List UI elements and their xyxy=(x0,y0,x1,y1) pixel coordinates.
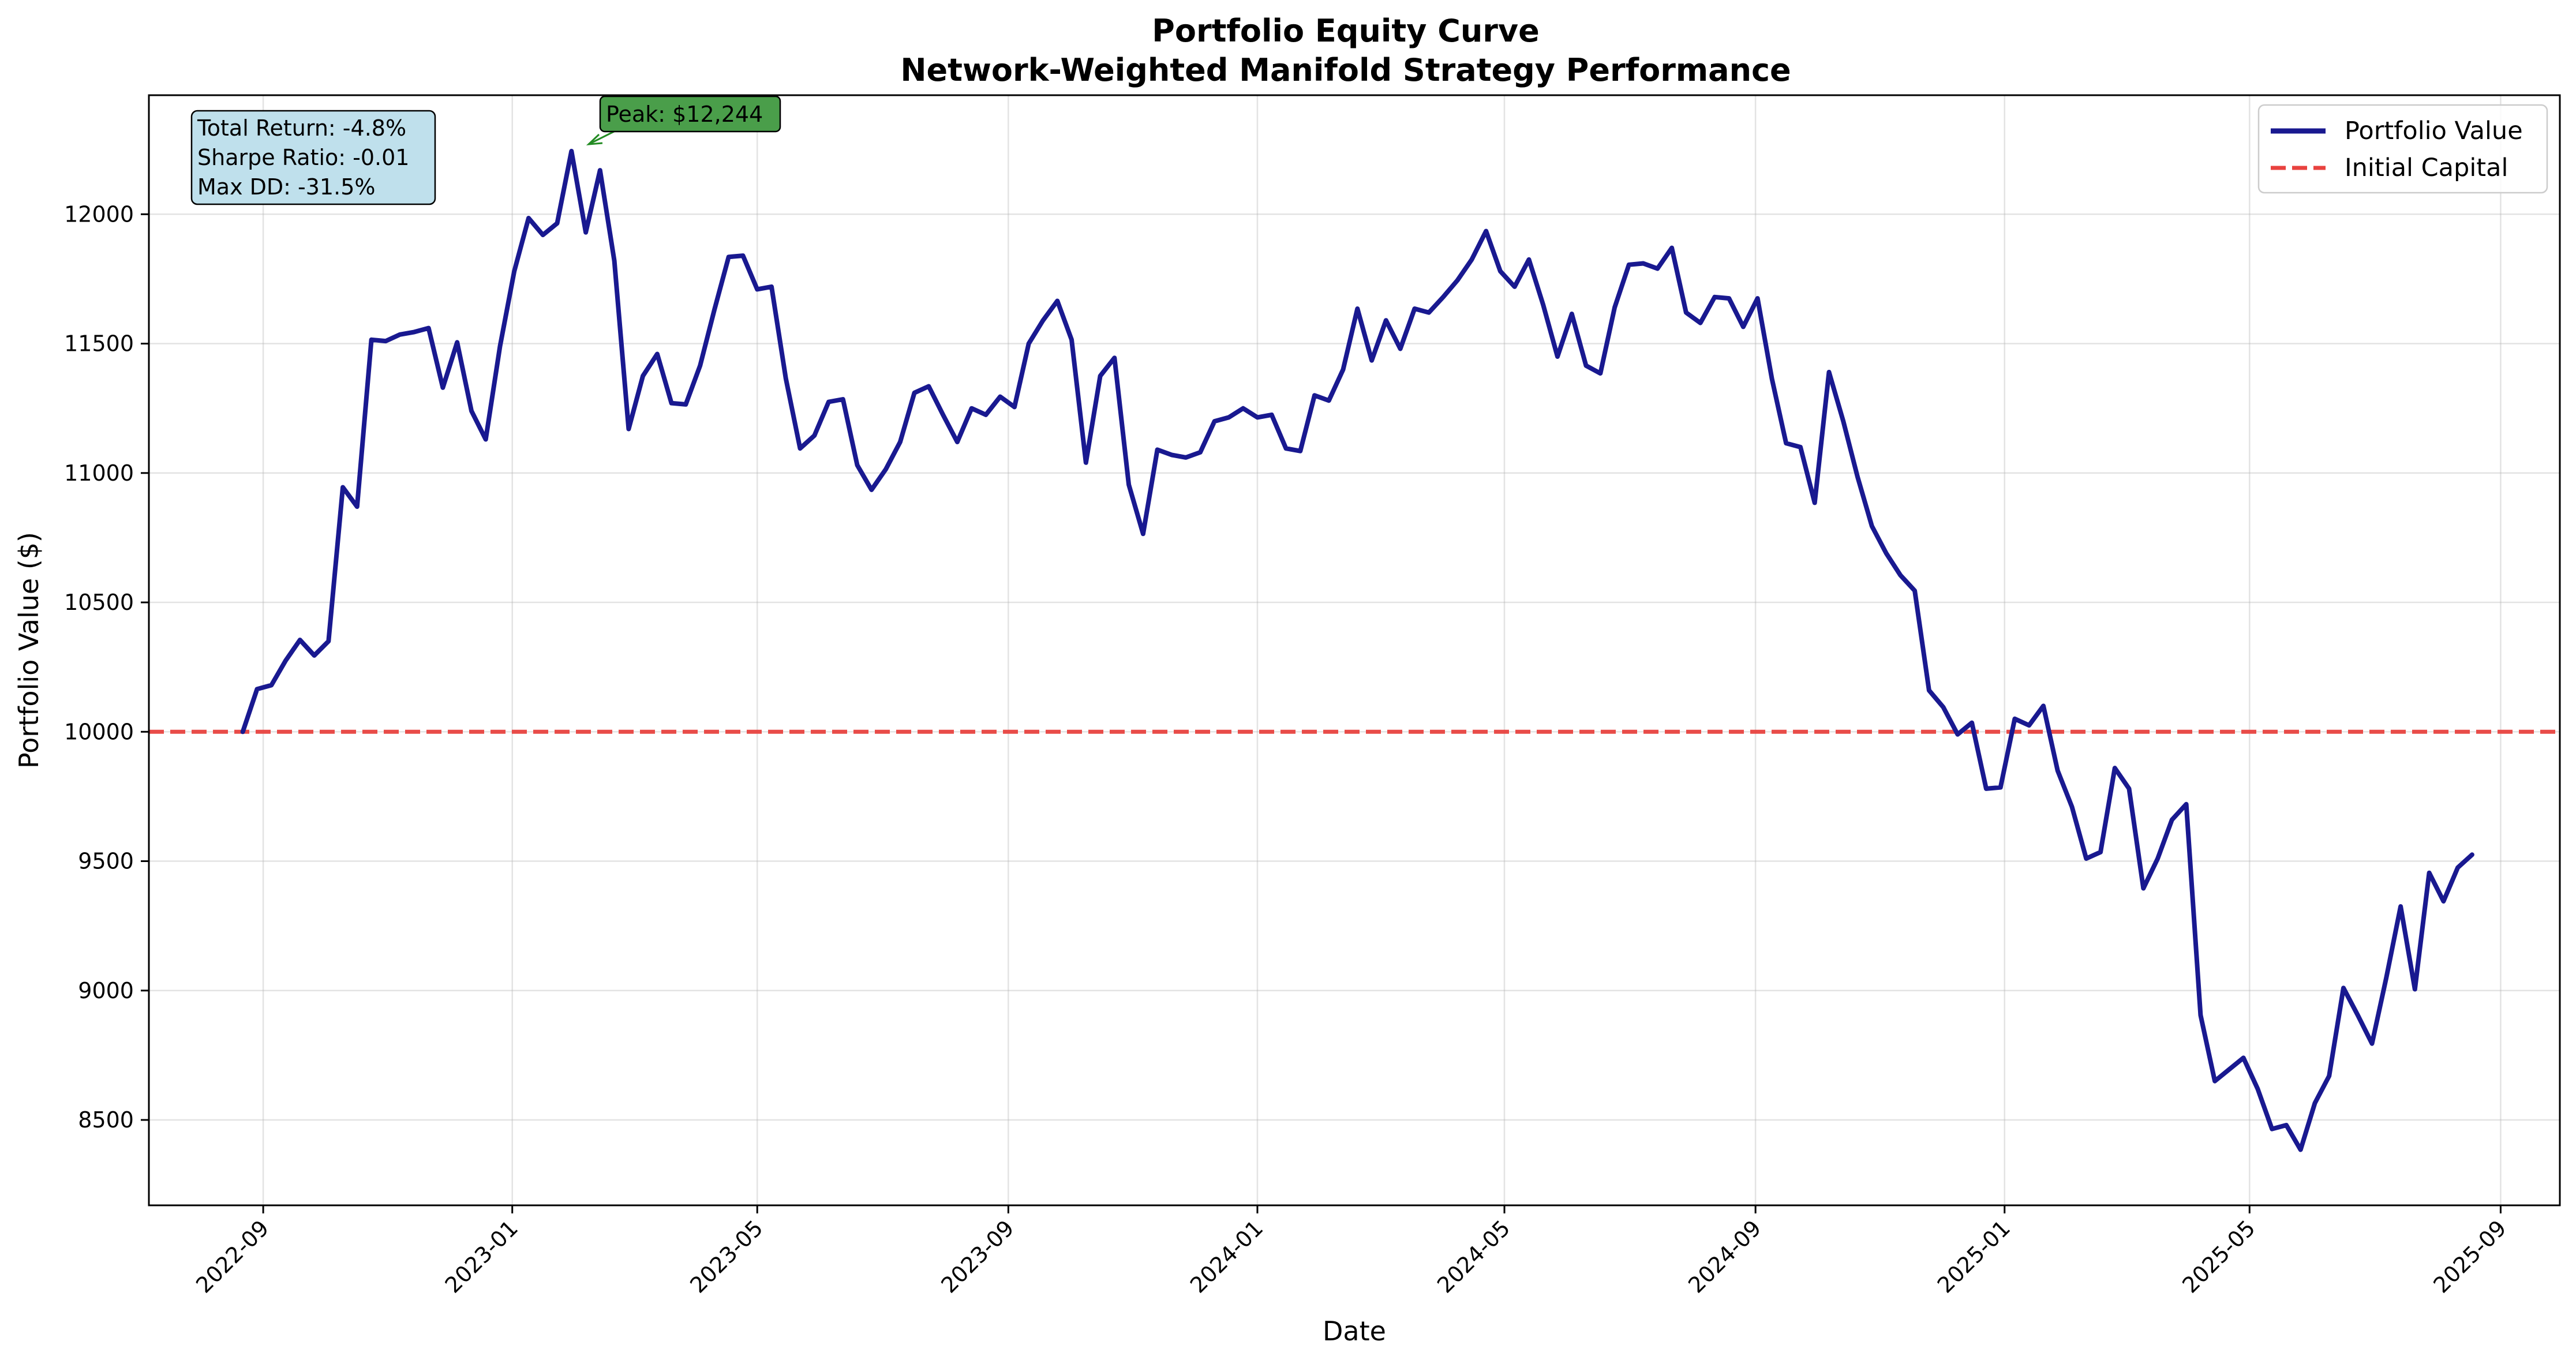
y-tick-label: 9000 xyxy=(78,978,134,1003)
chart-title: Portfolio Equity Curve xyxy=(1152,13,1539,49)
grid xyxy=(149,95,2560,1205)
y-tick-label: 8500 xyxy=(78,1107,134,1133)
stats-total-return: Total Return: -4.8% xyxy=(197,115,406,141)
y-tick-label: 10000 xyxy=(64,719,134,744)
y-axis: 8500 9000 9500 10000 10500 11000 11500 12000 xyxy=(64,201,149,1133)
peak-label-background xyxy=(599,95,781,133)
peak-arrow xyxy=(588,129,617,145)
y-tick-label: 9500 xyxy=(78,849,134,874)
peak-label: Peak: $12,244 xyxy=(606,102,763,127)
y-tick-label: 11000 xyxy=(64,460,134,486)
stats-max-drawdown: Max DD: -31.5% xyxy=(197,174,375,200)
x-tick-label: 2024-05 xyxy=(1432,1215,1515,1298)
peak-arrow-head xyxy=(586,133,603,145)
series xyxy=(240,148,2474,1152)
y-tick-label: 12000 xyxy=(64,201,134,227)
chart-subtitle: Network-Weighted Manifold Strategy Perfo… xyxy=(900,52,1791,88)
x-tick-label: 2024-01 xyxy=(1185,1215,1268,1298)
y-tick-label: 10500 xyxy=(64,590,134,615)
y-axis-label: Portfolio Value ($) xyxy=(13,532,44,769)
stats-sharpe-ratio: Sharpe Ratio: -0.01 xyxy=(197,145,409,170)
x-tick-label: 2025-05 xyxy=(2177,1215,2260,1298)
stats-box: Total Return: -4.8% Sharpe Ratio: -0.01 … xyxy=(190,110,436,205)
x-tick-label: 2023-05 xyxy=(685,1215,767,1298)
x-tick-label: 2023-01 xyxy=(440,1215,523,1298)
x-tick-label: 2025-09 xyxy=(2428,1215,2511,1298)
legend: Portfolio Value Initial Capital xyxy=(2257,104,2548,194)
plot-frame xyxy=(148,94,2561,1206)
x-axis: 2022-09 2023-01 2023-05 2023-09 2024-01 2024-… xyxy=(191,1205,2511,1298)
legend-label-portfolio-value: Portfolio Value xyxy=(2345,117,2523,145)
x-tick-label: 2024-09 xyxy=(1683,1215,1766,1298)
y-tick-label: 11500 xyxy=(64,331,134,357)
peak-annotation: Peak: $12,244 xyxy=(586,95,781,145)
legend-frame xyxy=(2257,104,2548,194)
x-tick-label: 2025-01 xyxy=(1933,1215,2015,1298)
x-tick-label: 2022-09 xyxy=(191,1215,274,1298)
legend-label-initial-capital: Initial Capital xyxy=(2345,153,2508,182)
x-tick-label: 2023-09 xyxy=(936,1215,1019,1298)
x-axis-label: Date xyxy=(1323,1316,1386,1347)
portfolio-value-series xyxy=(240,148,2474,1152)
stats-box-background xyxy=(190,110,436,205)
